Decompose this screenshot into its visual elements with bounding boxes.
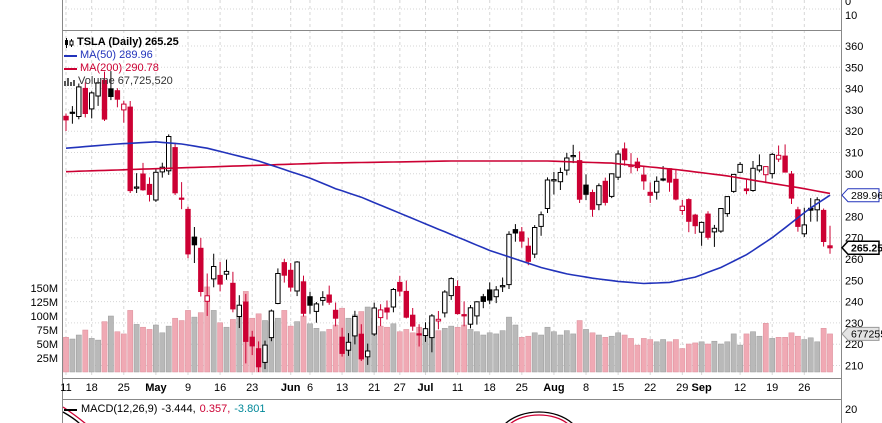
legend-row-ma50: MA(50) 289.96 (64, 49, 179, 62)
ma50-callout: 289.96 (841, 188, 882, 203)
macd-legend: MACD(12,26,9) -3.444, 0.357, -3.801 (64, 403, 265, 416)
svg-text:Jun: Jun (281, 382, 301, 394)
svg-text:300: 300 (845, 169, 863, 181)
svg-text:350: 350 (845, 62, 863, 74)
svg-text:100M: 100M (30, 311, 58, 323)
svg-text:289.96: 289.96 (851, 190, 882, 202)
volume-bars-icon (64, 77, 75, 86)
ma50-label: MA(50) 289.96 (80, 49, 153, 61)
svg-text:19: 19 (766, 382, 778, 394)
svg-text:Jul: Jul (418, 382, 434, 394)
svg-text:27: 27 (394, 382, 406, 394)
svg-text:11: 11 (60, 382, 71, 394)
svg-text:677255: 677255 (851, 329, 882, 341)
svg-text:9: 9 (185, 382, 191, 394)
svg-text:20: 20 (845, 404, 857, 416)
svg-text:50M: 50M (37, 339, 58, 351)
candles (63, 71, 833, 373)
macd-value-3: -3.801 (234, 403, 266, 415)
svg-text:Aug: Aug (543, 382, 564, 394)
macd-value-2: 0.357, (199, 403, 231, 415)
candlestick-icon (64, 37, 74, 48)
svg-text:12: 12 (734, 382, 746, 394)
macd-line-swatch (64, 408, 77, 411)
svg-text:75M: 75M (37, 325, 58, 337)
macd-label: MACD(12,26,9) (81, 403, 158, 415)
svg-text:280: 280 (845, 211, 863, 223)
volume-callout: 677255 (841, 326, 882, 341)
svg-text:0: 0 (845, 0, 851, 8)
svg-text:25M: 25M (37, 353, 58, 365)
legend-row-volume: Volume 67,725,520 (64, 75, 179, 88)
svg-text:22: 22 (644, 382, 656, 394)
svg-text:340: 340 (845, 84, 863, 96)
svg-text:29: 29 (676, 382, 688, 394)
volume-axis-labels: 150M 125M 100M 75M 50M 25M (30, 283, 58, 365)
price-axis-labels: 3603503403303203103002802702602502402302… (845, 0, 863, 416)
chart-title: TSLA (Daily) 265.25 (77, 36, 179, 48)
ma50-swatch (64, 54, 77, 57)
svg-text:10: 10 (845, 10, 857, 22)
date-axis-labels: 11 18 25 May 9 16 23 Jun 6 13 21 27 Jul 11 18 25 Aug 8 15 2… (60, 382, 810, 394)
svg-text:330: 330 (845, 105, 863, 117)
svg-text:310: 310 (845, 148, 863, 160)
last-price-callout: 265.25 (840, 240, 882, 256)
svg-text:18: 18 (484, 382, 496, 394)
svg-text:23: 23 (246, 382, 258, 394)
panel-borders (62, 0, 842, 423)
svg-text:220: 220 (845, 339, 863, 351)
svg-text:25: 25 (516, 382, 528, 394)
ma200-line (65, 160, 831, 195)
svg-text:26: 26 (798, 382, 810, 394)
svg-text:21: 21 (368, 382, 380, 394)
macd-value-1: -3.444, (161, 403, 196, 415)
chart-legend: TSLA (Daily) 265.25 MA(50) 289.96 MA(200… (64, 36, 179, 88)
svg-text:210: 210 (845, 361, 863, 373)
svg-text:13: 13 (336, 382, 348, 394)
svg-text:16: 16 (214, 382, 226, 394)
ma50-line (65, 140, 831, 285)
svg-text:265.25: 265.25 (851, 243, 882, 255)
svg-text:Sep: Sep (692, 382, 712, 394)
svg-text:240: 240 (845, 297, 863, 309)
svg-text:18: 18 (86, 382, 98, 394)
svg-text:125M: 125M (30, 297, 58, 309)
legend-row-symbol: TSLA (Daily) 265.25 (64, 36, 179, 49)
svg-text:250: 250 (845, 275, 863, 287)
volume-bars (63, 286, 833, 373)
svg-text:11: 11 (452, 382, 463, 394)
svg-text:320: 320 (845, 126, 863, 138)
volume-label: Volume 67,725,520 (78, 75, 173, 87)
ma200-swatch (64, 67, 77, 70)
ma200-label: MA(200) 290.78 (80, 62, 159, 74)
svg-text:15: 15 (612, 382, 624, 394)
svg-text:150M: 150M (30, 283, 58, 295)
legend-row-ma200: MA(200) 290.78 (64, 62, 179, 75)
svg-text:260: 260 (845, 254, 863, 266)
svg-text:May: May (145, 382, 167, 394)
svg-text:25: 25 (118, 382, 130, 394)
svg-text:6: 6 (307, 382, 313, 394)
svg-text:8: 8 (583, 382, 589, 394)
svg-text:360: 360 (845, 41, 863, 53)
